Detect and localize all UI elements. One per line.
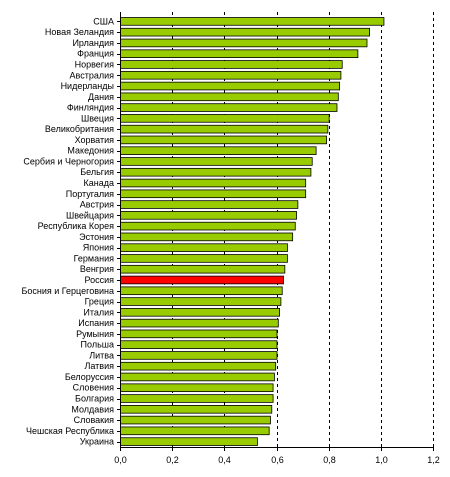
category-label: Португалия [66, 189, 114, 199]
bar [120, 254, 288, 263]
bar [120, 38, 368, 48]
category-label: Россия [84, 275, 114, 285]
bar [120, 103, 338, 112]
bar [120, 81, 341, 91]
bar [120, 308, 281, 317]
bar [120, 157, 313, 166]
category-label: Бельгия [80, 167, 114, 177]
bars [120, 17, 385, 446]
bar [120, 383, 274, 393]
category-label: Словения [73, 383, 115, 393]
category-label: Хорватия [75, 135, 115, 145]
bar [120, 211, 297, 220]
bar [120, 135, 327, 145]
bar [120, 243, 288, 252]
bar [120, 17, 385, 26]
category-label: Румыния [76, 329, 114, 339]
category-label: Германия [74, 253, 114, 263]
bar [120, 372, 275, 382]
category-label: Италия [83, 307, 114, 317]
bar [120, 114, 330, 123]
category-label: Канада [84, 178, 114, 188]
category-label: Сербия и Черногория [23, 156, 114, 166]
category-label: Великобритания [45, 124, 114, 134]
category-label: Швеция [81, 113, 114, 123]
category-label: Испания [78, 318, 114, 328]
category-label: Япония [83, 243, 114, 253]
category-label: Нидерланды [61, 81, 114, 91]
category-label: Белоруссия [65, 372, 114, 382]
category-label: Австралия [70, 70, 115, 80]
bar [120, 394, 274, 403]
bar [120, 405, 273, 414]
bar [120, 178, 307, 188]
bar [120, 49, 359, 58]
category-label: Македония [67, 146, 114, 156]
category-label: Греция [85, 297, 115, 307]
x-tick-label: 0,8 [323, 455, 336, 465]
bar [120, 264, 286, 274]
category-label: Ирландия [72, 38, 114, 48]
category-label: Швейцария [66, 210, 114, 220]
bar [120, 60, 343, 69]
bar [120, 124, 329, 134]
category-label: Новая Зеландия [45, 27, 114, 37]
x-axis: 0,0 0,2 0,4 0,6 0,8 1,0 1,2 [114, 12, 440, 465]
bar [120, 329, 278, 339]
bar [120, 361, 277, 371]
category-label: Финляндия [67, 103, 114, 113]
x-tick-label: 1,0 [375, 455, 388, 465]
category-label: Польша [81, 340, 114, 350]
bar [120, 146, 317, 155]
category-label: Молдавия [71, 404, 114, 414]
bar [120, 415, 271, 425]
x-tick-label: 0,4 [218, 455, 231, 465]
category-label: Дания [88, 92, 114, 102]
bar [120, 221, 296, 231]
bar [120, 70, 342, 80]
category-label: Украина [80, 437, 114, 447]
bar [120, 27, 370, 37]
bar [120, 340, 278, 349]
category-label: Босния и Герцеговина [21, 286, 114, 296]
x-tick-label: 0,6 [271, 455, 284, 465]
category-label: Литва [89, 350, 114, 360]
bar [120, 189, 307, 199]
category-label: США [93, 16, 114, 26]
bar [120, 297, 282, 306]
category-label: Венгрия [80, 264, 114, 274]
category-label: Эстония [79, 232, 114, 242]
category-label: Норвегия [75, 59, 115, 69]
bar-highlight [120, 275, 284, 285]
bar [120, 200, 299, 209]
bar [120, 351, 278, 360]
category-label: Словакия [74, 415, 115, 425]
bar [120, 426, 270, 436]
category-label: Австрия [80, 200, 114, 210]
bar [120, 167, 312, 177]
x-tick-label: 0,2 [166, 455, 179, 465]
category-label: Болгария [75, 394, 114, 404]
bar [120, 92, 339, 102]
category-label: Франция [77, 49, 114, 59]
category-label: Республика Корея [38, 221, 115, 231]
bar [120, 232, 294, 242]
bar [120, 286, 283, 296]
category-label: Латвия [84, 361, 114, 371]
x-tick-label: 0,0 [114, 455, 127, 465]
bar [120, 437, 258, 446]
category-label: Чешская Республика [26, 426, 114, 436]
bar [120, 318, 279, 328]
x-tick-label: 1,2 [427, 455, 440, 465]
